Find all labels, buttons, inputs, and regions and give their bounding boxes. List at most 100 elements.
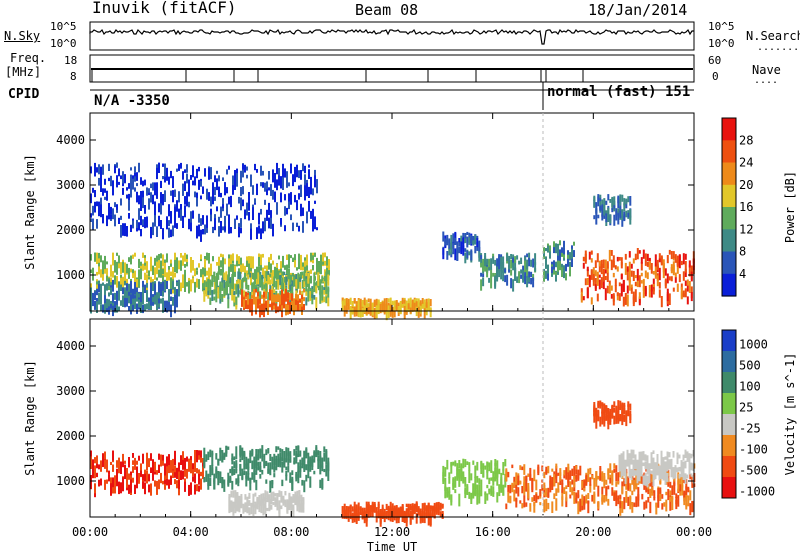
data-cell: [148, 191, 150, 196]
data-cell: [146, 452, 148, 466]
data-cell: [609, 413, 612, 423]
data-cell: [608, 280, 611, 285]
data-cell: [644, 461, 647, 470]
data-cell: [122, 181, 124, 187]
data-cell: [210, 263, 212, 273]
data-cell: [442, 472, 445, 482]
data-cell: [208, 267, 210, 278]
nsky-trace: [89, 28, 694, 45]
data-cell: [278, 168, 280, 177]
data-cell: [671, 485, 674, 496]
data-cell: [600, 259, 603, 267]
data-cell: [277, 297, 279, 302]
data-cell: [456, 250, 459, 261]
data-cell: [210, 196, 212, 207]
data-cell: [588, 251, 591, 260]
data-cell: [198, 469, 200, 475]
data-cell: [658, 267, 661, 281]
data-cell: [289, 478, 292, 483]
data-cell: [108, 163, 110, 171]
data-cell: [569, 252, 571, 261]
data-cell: [602, 272, 605, 282]
data-cell: [266, 495, 269, 503]
data-cell: [634, 253, 637, 261]
data-cell: [124, 262, 126, 274]
data-cell: [258, 500, 261, 513]
data-cell: [235, 463, 238, 468]
data-cell: [222, 177, 224, 181]
y-tick-label: 4000: [56, 133, 85, 147]
data-cell: [166, 300, 168, 313]
data-cell: [619, 468, 622, 478]
data-cell: [595, 407, 598, 413]
data-cell: [136, 191, 138, 203]
data-cell: [474, 476, 477, 490]
data-cell: [190, 221, 192, 232]
data-cell: [174, 450, 176, 461]
data-cell: [357, 511, 360, 519]
data-cell: [627, 410, 630, 417]
data-cell: [232, 183, 234, 195]
data-cell: [555, 465, 558, 478]
data-cell: [142, 263, 144, 271]
data-cell: [209, 290, 212, 296]
data-cell: [154, 208, 156, 216]
data-cell: [524, 276, 527, 282]
data-cell: [275, 281, 278, 290]
data-cell: [351, 514, 354, 523]
data-cell: [136, 228, 138, 232]
data-cell: [611, 487, 614, 496]
data-cell: [502, 469, 505, 476]
data-cell: [343, 503, 346, 513]
data-cell: [523, 464, 526, 475]
data-cell: [594, 260, 597, 268]
data-cell: [660, 459, 663, 470]
data-cell: [421, 303, 424, 309]
data-cell: [265, 271, 268, 279]
data-cell: [488, 277, 491, 283]
data-cell: [297, 470, 300, 484]
data-cell: [567, 250, 569, 255]
data-cell: [264, 500, 267, 508]
data-cell: [593, 215, 596, 220]
data-cell: [609, 477, 612, 484]
x-axis-label: Time UT: [367, 540, 418, 554]
data-cell: [174, 456, 176, 466]
data-cell: [617, 481, 620, 485]
data-cell: [411, 512, 414, 520]
data-cell: [104, 301, 106, 314]
data-cell: [292, 258, 294, 262]
data-cell: [328, 259, 330, 271]
data-cell: [307, 272, 310, 284]
data-cell: [423, 308, 426, 319]
data-cell: [275, 306, 277, 314]
data-cell: [134, 172, 136, 179]
data-cell: [120, 215, 122, 220]
data-cell: [202, 466, 204, 480]
data-cell: [118, 457, 120, 471]
data-cell: [120, 225, 122, 238]
data-cell: [379, 303, 382, 311]
data-cell: [184, 281, 186, 292]
data-cell: [192, 463, 194, 472]
data-cell: [106, 459, 108, 469]
data-cell: [304, 185, 306, 196]
data-cell: [240, 257, 242, 271]
data-cell: [262, 221, 264, 229]
data-cell: [100, 304, 102, 311]
colorbar-swatch: [722, 414, 736, 436]
data-cell: [290, 502, 293, 514]
data-cell: [355, 506, 358, 520]
data-cell: [246, 256, 248, 263]
data-cell: [290, 163, 292, 174]
data-cell: [593, 195, 596, 208]
data-cell: [577, 490, 580, 498]
data-cell: [522, 270, 525, 283]
date-title: 18/Jan/2014: [588, 1, 688, 19]
data-cell: [303, 457, 306, 470]
data-cell: [509, 495, 512, 504]
data-cell: [613, 196, 616, 205]
data-cell: [140, 302, 142, 310]
data-cell: [298, 193, 300, 200]
data-cell: [120, 482, 122, 494]
